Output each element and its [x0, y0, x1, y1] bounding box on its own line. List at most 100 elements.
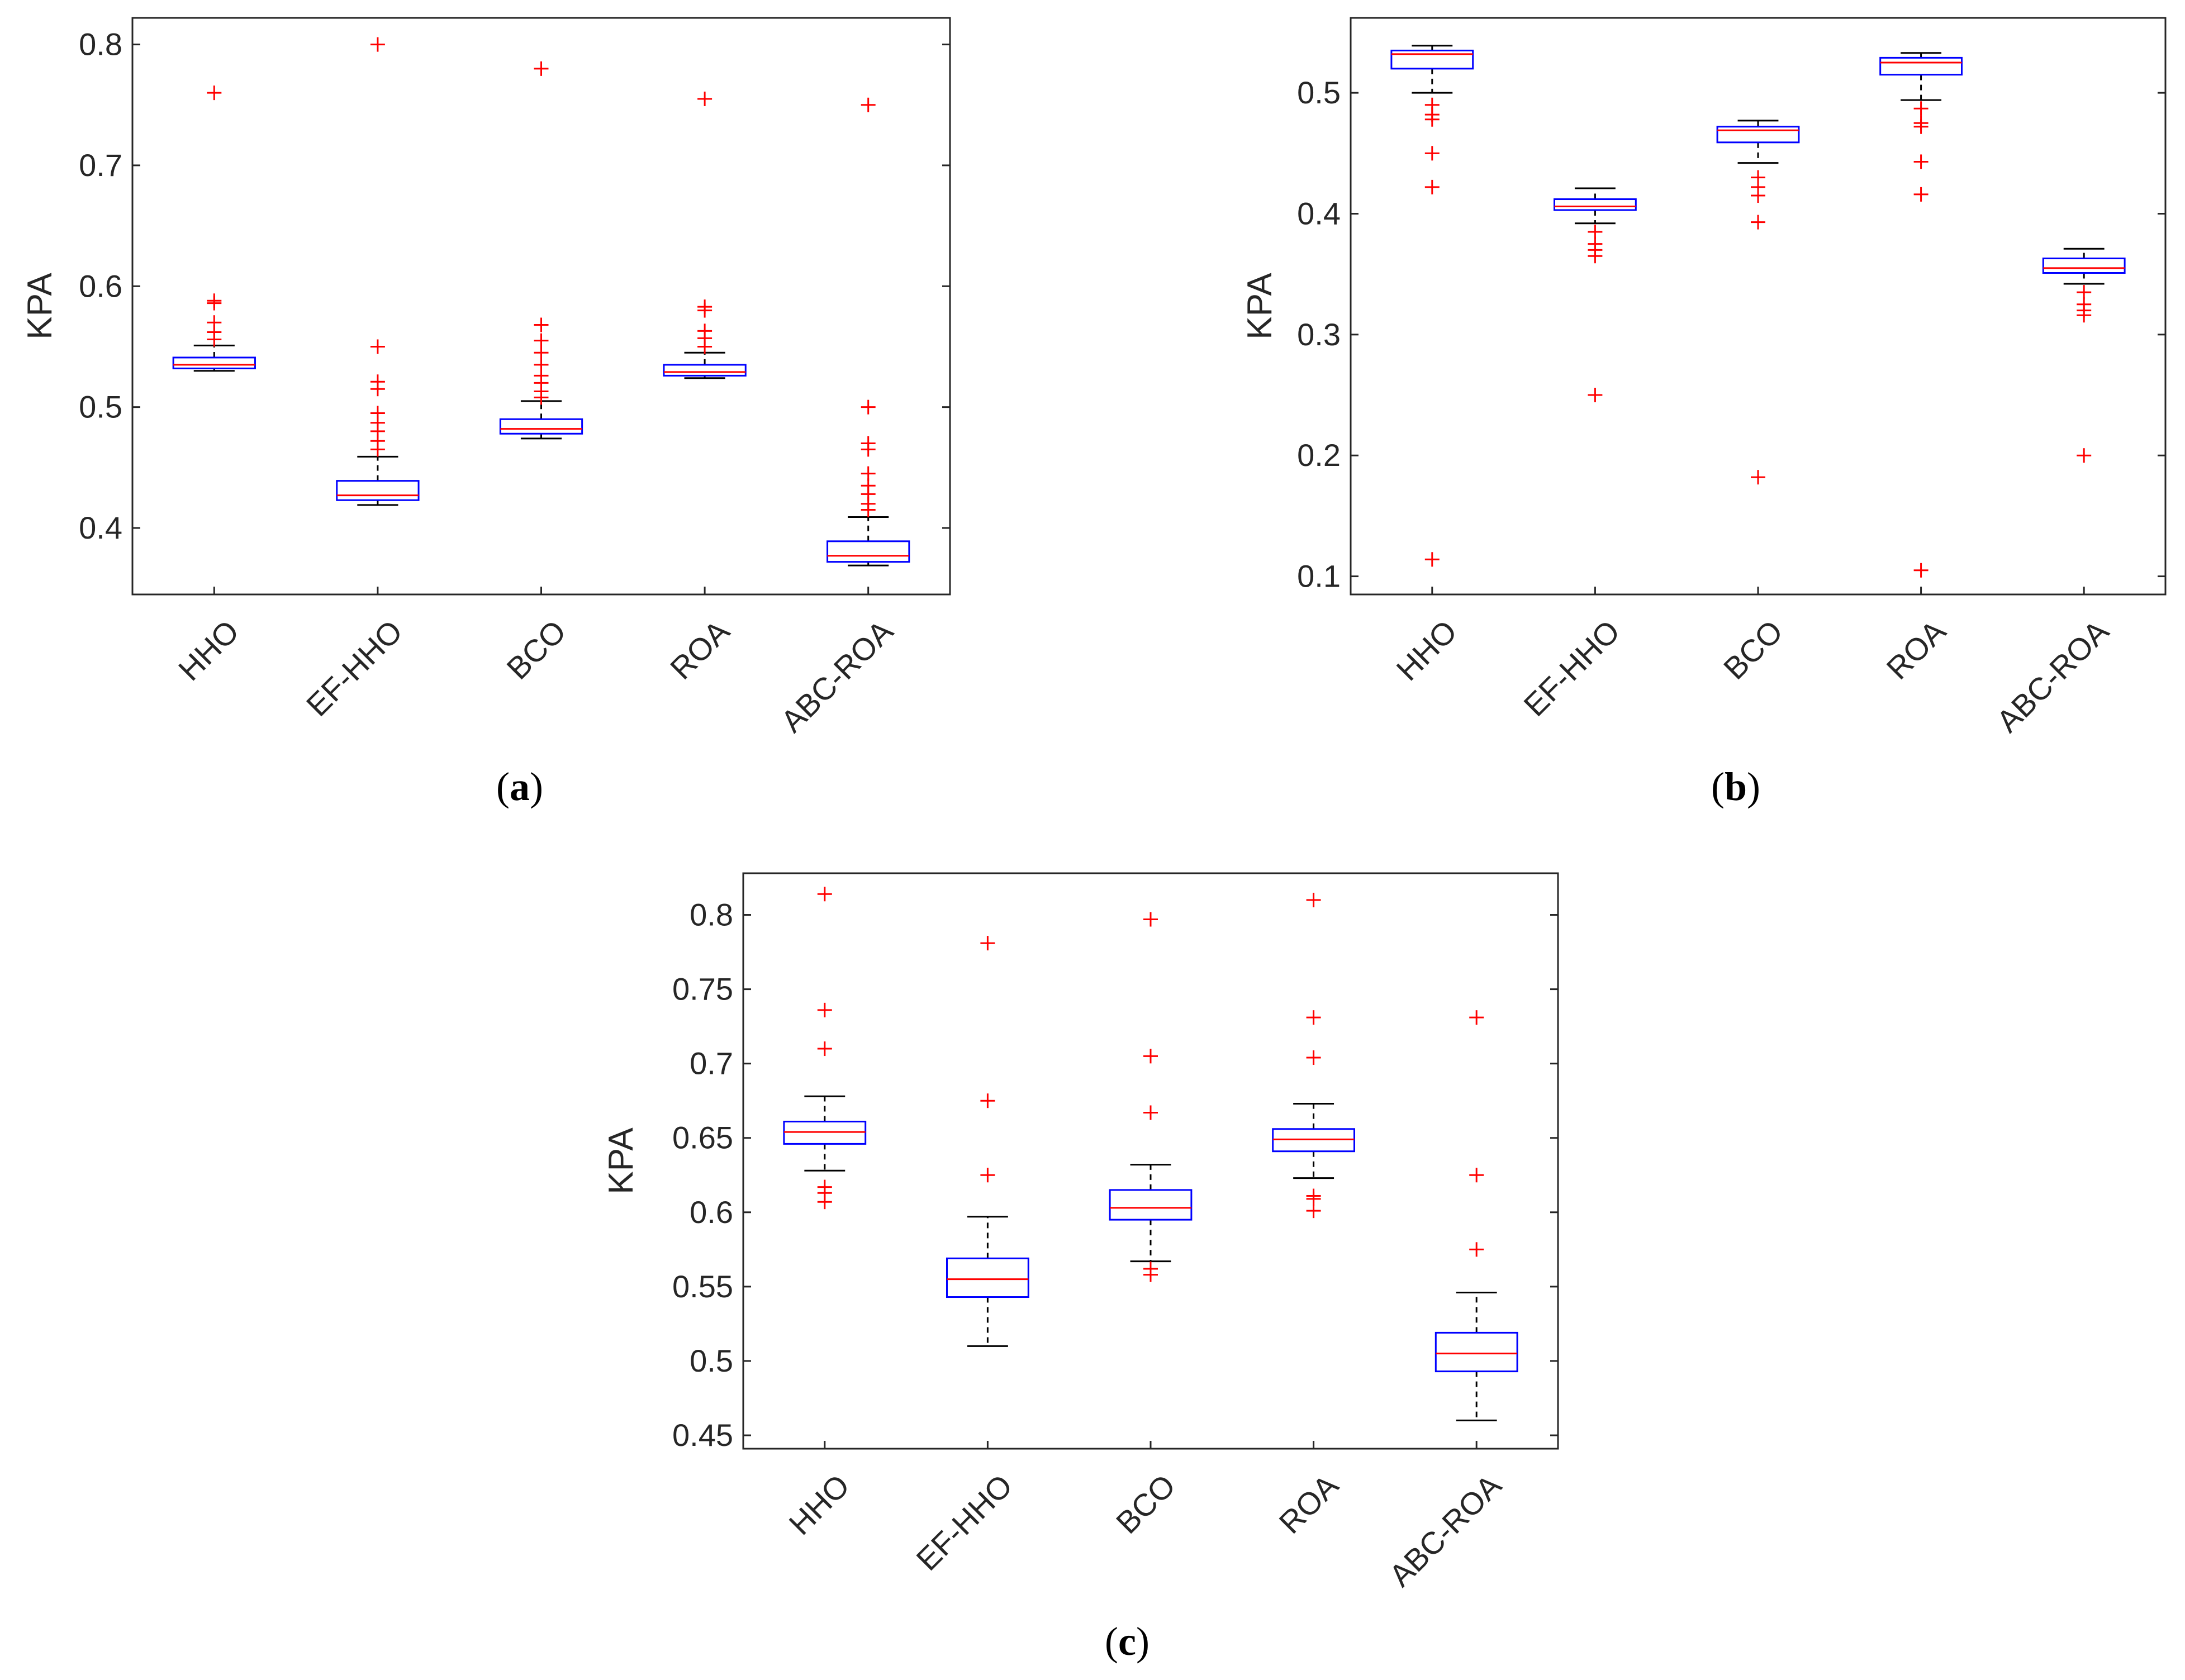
- outlier-marker: [370, 339, 385, 354]
- outlier-marker: [817, 1002, 832, 1017]
- box-hho: [172, 85, 256, 372]
- y-tick-label: 0.8: [79, 27, 122, 62]
- outlier-marker: [1469, 1242, 1484, 1257]
- box-abc-roa: [1434, 1010, 1518, 1421]
- panel-caption-a: (a): [496, 764, 543, 809]
- outlier-marker: [2077, 308, 2092, 323]
- box-bco: [1109, 912, 1193, 1282]
- iqr-box: [2042, 258, 2126, 274]
- outlier-marker: [207, 332, 222, 347]
- outlier-marker: [2077, 448, 2092, 463]
- outlier-marker: [1469, 1010, 1484, 1025]
- y-axis-label-b: KPA: [1241, 273, 1279, 340]
- box-abc-roa: [2042, 248, 2126, 463]
- y-tick-label: 0.8: [690, 897, 733, 932]
- panel-caption-b: (b): [1711, 764, 1760, 809]
- iqr-box: [336, 480, 420, 501]
- plot-area-c: [742, 872, 1559, 1450]
- outlier-marker: [1424, 552, 1440, 567]
- iqr-box: [172, 356, 256, 369]
- box-ef-hho: [336, 37, 420, 506]
- iqr-box: [499, 418, 583, 435]
- y-ticks-a: 0.4 0.5 0.6 0.7 0.8: [79, 27, 950, 545]
- y-tick-label: 0.4: [1297, 196, 1341, 231]
- outlier-marker: [697, 91, 712, 106]
- outlier-marker: [1751, 188, 1765, 203]
- outlier-marker: [1143, 912, 1158, 927]
- box-ef-hho: [946, 936, 1029, 1347]
- box-roa: [663, 91, 747, 379]
- outlier-marker: [697, 303, 712, 318]
- box-roa: [1272, 892, 1355, 1219]
- box-bco: [499, 61, 583, 440]
- outlier-marker: [370, 37, 385, 52]
- outlier-marker: [207, 85, 222, 101]
- outlier-marker: [1143, 1049, 1158, 1064]
- outlier-marker: [980, 1093, 995, 1108]
- y-axis-label-c: KPA: [602, 1127, 640, 1194]
- outlier-marker: [1913, 119, 1928, 134]
- y-axis-label-a: KPA: [21, 273, 59, 340]
- iqr-box: [1434, 1331, 1518, 1373]
- outlier-marker: [534, 317, 549, 332]
- y-tick-label: 0.7: [690, 1046, 733, 1081]
- outlier-marker: [1913, 187, 1928, 202]
- outlier-marker: [1469, 1168, 1484, 1183]
- y-tick-label: 0.5: [690, 1343, 733, 1378]
- y-ticks-b: 0.1 0.2 0.3 0.4 0.5: [1297, 75, 2165, 594]
- iqr-box: [1390, 49, 1474, 70]
- panel-b: 0.10.20.30.40.5 HHO EF-HHO BCO ROA ABC-ROA K…: [1241, 17, 2167, 809]
- outlier-marker: [1751, 470, 1765, 485]
- outlier-marker: [980, 936, 995, 951]
- panel-caption-c: (c): [1105, 1619, 1150, 1664]
- y-tick-label: 0.5: [79, 389, 122, 425]
- box-ef-hho: [1554, 187, 1637, 403]
- outlier-marker: [1143, 1267, 1158, 1282]
- outlier-marker: [1913, 563, 1928, 578]
- outlier-marker: [1424, 112, 1440, 127]
- plot-area-a: [131, 17, 951, 596]
- outlier-marker: [534, 390, 549, 405]
- outlier-marker: [817, 1194, 832, 1210]
- outlier-marker: [1913, 101, 1928, 116]
- outlier-marker: [1913, 154, 1928, 169]
- outlier-marker: [861, 502, 876, 517]
- outlier-marker: [1306, 892, 1321, 907]
- iqr-box: [946, 1257, 1029, 1298]
- outlier-marker: [817, 887, 832, 902]
- outlier-marker: [697, 339, 712, 354]
- outlier-marker: [1588, 249, 1603, 264]
- outlier-marker: [1751, 215, 1765, 230]
- outlier-marker: [1306, 1010, 1321, 1025]
- iqr-box: [1554, 198, 1637, 211]
- box-hho: [783, 887, 867, 1210]
- plot-area-b: [1350, 17, 2167, 596]
- y-tick-label: 0.45: [672, 1417, 733, 1453]
- y-tick-label: 0.4: [79, 510, 122, 545]
- y-tick-label: 0.3: [1297, 317, 1341, 352]
- y-tick-label: 0.6: [79, 268, 122, 303]
- y-tick-label: 0.7: [79, 147, 122, 183]
- outlier-marker: [861, 442, 876, 457]
- iqr-box: [663, 364, 747, 377]
- y-tick-label: 0.5: [1297, 75, 1341, 110]
- outlier-marker: [980, 1168, 995, 1183]
- y-tick-label: 0.2: [1297, 437, 1341, 473]
- outlier-marker: [1424, 146, 1440, 161]
- outlier-marker: [207, 296, 222, 311]
- iqr-box: [1716, 126, 1800, 144]
- iqr-box: [1109, 1189, 1193, 1221]
- y-tick-label: 0.55: [672, 1269, 733, 1304]
- y-ticks-c: 0.45 0.5 0.55 0.6 0.65 0.7 0.75 0.8: [672, 897, 1558, 1453]
- outlier-marker: [1424, 179, 1440, 194]
- iqr-box: [826, 540, 910, 563]
- iqr-box: [1879, 56, 1963, 76]
- outlier-marker: [1588, 388, 1603, 403]
- outlier-marker: [1306, 1050, 1321, 1065]
- box-marks-b: [1390, 45, 2126, 578]
- outlier-marker: [370, 442, 385, 457]
- outlier-marker: [861, 399, 876, 415]
- box-bco: [1716, 120, 1800, 485]
- outlier-marker: [861, 97, 876, 112]
